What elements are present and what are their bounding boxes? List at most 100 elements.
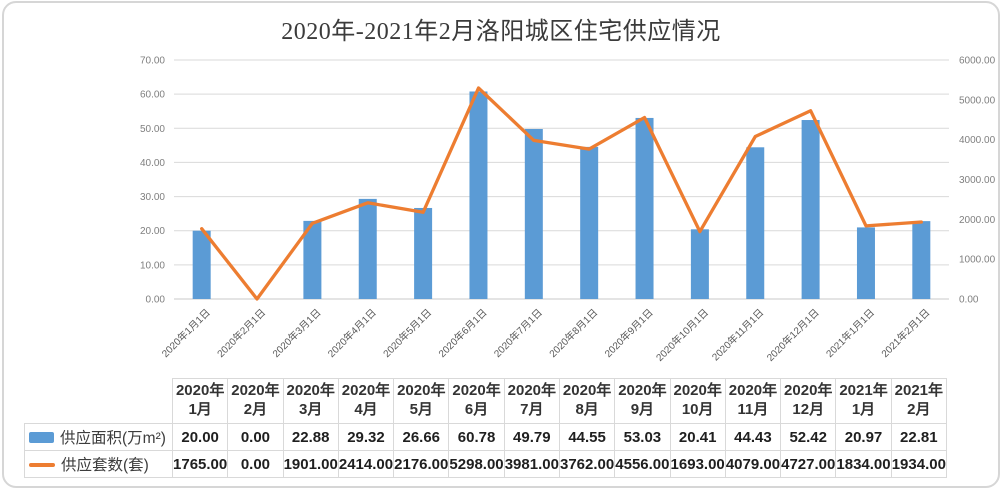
series-label: 供应套数(套) <box>61 457 149 474</box>
table-value-cell: 0.00 <box>227 450 284 478</box>
table-column-header: 2020年 8月 <box>558 378 616 424</box>
bar <box>690 229 709 299</box>
table-value-cell: 2414.00 <box>337 450 395 478</box>
table-value-cell: 1693.00 <box>669 450 726 478</box>
header-month: 6月 <box>464 401 489 418</box>
x-axis-category-label: 2020年8月1日 <box>546 306 600 360</box>
header-month: 7月 <box>520 401 544 418</box>
line-series <box>200 86 923 301</box>
table-value-cell: 5298.00 <box>448 450 505 478</box>
table-column-header: 2020年 7月 <box>503 378 560 424</box>
header-month: 2月 <box>243 401 268 418</box>
header-year: 2020年 <box>341 382 391 400</box>
x-axis-category-label: 2020年1月1日 <box>159 306 213 360</box>
header-year: 2020年 <box>452 382 501 400</box>
series-label-cell: 供应套数(套) <box>24 450 173 478</box>
table-value-cell: 22.81 <box>890 423 948 451</box>
table-header-row: 2020年 1月 2020年 2月 2020年 3月 2020年 4月 2020年 5月 2020年… <box>24 378 948 424</box>
header-month: 1月 <box>851 401 876 418</box>
table-value-cell: 1765.00 <box>171 450 229 478</box>
table-value-cell: 53.03 <box>614 423 671 451</box>
table-corner-cell <box>24 378 173 424</box>
table-column-header: 2021年 1月 <box>835 378 892 424</box>
header-month: 2月 <box>907 401 931 418</box>
bar <box>358 198 377 299</box>
table-column-header: 2020年 6月 <box>448 378 505 424</box>
bar-legend-swatch-icon <box>29 432 54 444</box>
bar <box>414 207 433 299</box>
x-axis-category-label: 2020年3月1日 <box>270 306 324 360</box>
table-value-cell: 44.43 <box>724 423 782 451</box>
x-axis-category-label: 2020年4月1日 <box>325 306 379 360</box>
table-value-cell: 1901.00 <box>282 450 339 478</box>
right-axis-tick-label: 2000.00 <box>959 215 996 226</box>
table-column-header: 2020年 12月 <box>780 378 837 424</box>
left-axis-tick-label: 10.00 <box>140 260 165 271</box>
table-value-cell: 26.66 <box>393 423 450 451</box>
bar <box>580 146 599 299</box>
header-month: 8月 <box>575 401 599 418</box>
table-value-cell: 4556.00 <box>614 450 671 478</box>
data-table-body: 2020年 1月 2020年 2月 2020年 3月 2020年 4月 2020年 5月 2020年… <box>24 378 948 478</box>
table-value-cell: 22.88 <box>282 423 339 451</box>
x-axis-category-label: 2020年10月1日 <box>653 306 711 364</box>
bar <box>801 120 820 300</box>
x-axis-category-label: 2021年1月1日 <box>823 306 877 360</box>
table-series-row: 供应面积(万m²) 20.00 0.00 22.88 29.32 26.66 60.78 49… <box>24 423 948 451</box>
table-value-cell: 1934.00 <box>890 450 948 478</box>
x-axis-category-label: 2020年9月1日 <box>602 306 656 360</box>
right-axis-tick-label: 1000.00 <box>959 255 996 266</box>
bar <box>856 227 875 299</box>
table-column-header: 2020年 2月 <box>227 378 284 424</box>
table-value-cell: 0.00 <box>227 423 284 451</box>
table-value-cell: 44.55 <box>558 423 616 451</box>
table-value-cell: 60.78 <box>448 423 505 451</box>
bar <box>524 129 543 299</box>
series-label-cell: 供应面积(万m²) <box>24 423 173 451</box>
table-value-cell: 20.41 <box>669 423 726 451</box>
x-axis-category-label: 2020年2月1日 <box>214 306 268 360</box>
x-axis-category-label: 2021年2月1日 <box>878 306 932 360</box>
header-month: 3月 <box>299 401 323 418</box>
header-year: 2020年 <box>562 382 612 400</box>
chart-title: 2020年-2021年2月洛阳城区住宅供应情况 <box>281 19 721 45</box>
left-axis-tick-label: 20.00 <box>140 226 165 237</box>
right-axis-tick-label: 3000.00 <box>959 175 996 186</box>
left-axis-tick-label: 50.00 <box>140 124 165 135</box>
header-year: 2021年 <box>839 382 888 400</box>
bar <box>469 91 488 300</box>
left-axis-tick-label: 0.00 <box>146 295 166 306</box>
header-year: 2020年 <box>673 382 722 400</box>
left-axis-tick-label: 30.00 <box>140 192 165 203</box>
table-value-cell: 20.97 <box>835 423 892 451</box>
table-column-header: 2020年 3月 <box>282 378 339 424</box>
header-year: 2021年 <box>894 382 944 400</box>
right-axis-tick-label: 5000.00 <box>959 95 996 106</box>
x-axis-category-label: 2020年5月1日 <box>380 306 434 360</box>
table-value-cell: 2176.00 <box>393 450 450 478</box>
header-month: 9月 <box>630 401 655 418</box>
table-value-cell: 52.42 <box>780 423 837 451</box>
table-column-header: 2020年 9月 <box>614 378 671 424</box>
table-series-row: 供应套数(套) 1765.00 0.00 1901.00 2414.00 2176.00 5… <box>24 450 948 478</box>
table-value-cell: 1834.00 <box>835 450 892 478</box>
x-axis-category-label: 2020年6月1日 <box>436 306 490 360</box>
table-column-header: 2020年 5月 <box>393 378 450 424</box>
header-year: 2020年 <box>728 382 778 400</box>
line-legend-swatch-icon <box>29 463 55 467</box>
table-value-cell: 49.79 <box>503 423 560 451</box>
left-axis-tick-label: 70.00 <box>140 56 165 67</box>
header-month: 5月 <box>409 401 433 418</box>
right-axis-tick-label: 6000.00 <box>959 56 996 67</box>
table-column-header: 2021年 2月 <box>890 378 948 424</box>
header-year: 2020年 <box>618 382 667 400</box>
header-year: 2020年 <box>397 382 446 400</box>
bar <box>635 117 654 299</box>
table-column-header: 2020年 10月 <box>669 378 726 424</box>
header-year: 2020年 <box>175 382 225 400</box>
chart-plot-area: 0.00 10.00 20.00 30.00 40.00 50.00 60.00 70.00 0… <box>140 56 996 364</box>
x-axis-category-label: 2020年12月1日 <box>764 306 822 364</box>
header-month: 12月 <box>792 401 825 418</box>
left-axis-tick-label: 40.00 <box>140 158 165 169</box>
